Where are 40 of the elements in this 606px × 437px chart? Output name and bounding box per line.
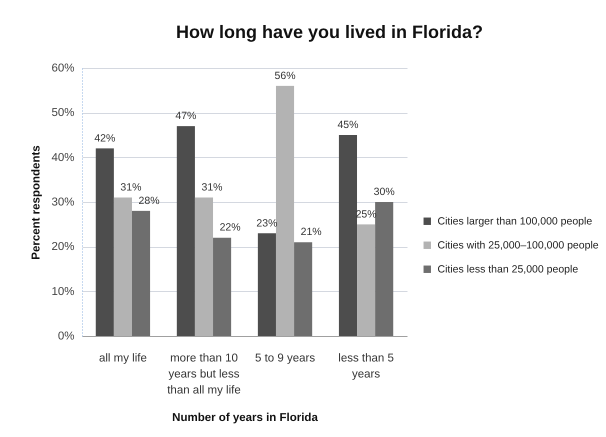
bar xyxy=(132,210,150,336)
data-label: 21% xyxy=(300,226,322,238)
bar xyxy=(375,202,394,336)
y-tick-label: 40% xyxy=(51,152,74,164)
bar xyxy=(176,126,195,336)
legend-label: Cities less than 25,000 people xyxy=(438,263,578,276)
y-tick-label: 60% xyxy=(51,62,74,74)
bar xyxy=(213,238,232,336)
legend-label: Cities with 25,000–100,000 people xyxy=(438,239,599,252)
data-label: 42% xyxy=(94,132,116,144)
data-label: 31% xyxy=(120,182,142,194)
bar xyxy=(194,198,214,336)
data-label: 22% xyxy=(220,222,241,234)
bar xyxy=(357,224,376,336)
bar xyxy=(338,135,358,336)
data-label: 31% xyxy=(201,182,222,194)
bar xyxy=(96,148,114,336)
y-tick-label: 50% xyxy=(51,107,74,120)
data-label: 56% xyxy=(274,70,296,82)
bar xyxy=(114,198,132,336)
bar xyxy=(258,233,276,336)
x-tick-label: more than 10 years but less than all my life xyxy=(167,352,241,396)
x-tick-label: less than 5 years xyxy=(338,352,394,380)
y-tick-label: 10% xyxy=(51,286,74,298)
legend-label: Cities larger than 100,000 people xyxy=(438,215,592,228)
bar xyxy=(276,86,294,336)
data-label: 45% xyxy=(337,119,358,131)
x-tick-label: 5 to 9 years xyxy=(254,352,316,364)
bar xyxy=(294,242,312,336)
data-label: 30% xyxy=(374,186,395,198)
x-tick-label: all my life xyxy=(98,352,147,364)
y-tick-label: 20% xyxy=(51,241,74,254)
x-axis-title: Number of years in Florida xyxy=(172,412,318,424)
data-label: 47% xyxy=(175,110,196,122)
y-tick-label: 30% xyxy=(51,196,74,208)
y-tick-label: 0% xyxy=(58,330,74,342)
y-axis-title: Percent respondents xyxy=(30,145,42,260)
data-label: 28% xyxy=(138,194,160,207)
data-label: 23% xyxy=(256,217,278,230)
chart-title: How long have you lived in Florida? xyxy=(176,22,484,42)
